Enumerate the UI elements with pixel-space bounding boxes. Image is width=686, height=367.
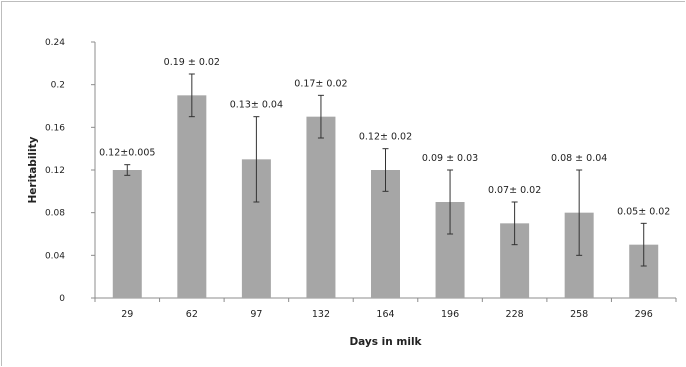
x-axis-title: Days in milk [349,336,422,348]
data-label: 0.05± 0.02 [617,206,670,217]
error-bar [382,148,389,192]
x-tick-label: 164 [376,309,394,320]
error-bar [447,169,454,235]
data-label: 0.07± 0.02 [488,185,541,196]
data-label: 0.13± 0.04 [230,100,283,111]
y-tick-label: 0.24 [45,38,65,48]
data-label: 0.17± 0.02 [294,78,347,89]
error-bar [576,169,583,256]
x-tick-label: 29 [121,309,133,320]
x-tick-label: 258 [570,309,588,320]
y-tick-label: 0 [59,294,65,304]
x-tick-label: 132 [312,309,330,320]
y-tick-label: 0.04 [45,251,65,261]
bar [112,170,142,298]
bar [306,116,336,299]
error-bar [317,94,324,139]
y-tick-label: 0.12 [45,166,65,176]
x-tick-label: 196 [441,309,459,320]
x-tick-label: 97 [250,309,262,320]
y-tick-label: 0.2 [51,81,65,91]
bar [177,95,207,298]
x-tick-label: 62 [186,309,198,320]
data-label: 0.08 ± 0.04 [551,153,607,164]
error-bars [124,73,647,267]
data-label: 0.12±0.005 [99,148,155,159]
bars [112,95,659,299]
error-bar [188,73,195,118]
data-label: 0.09 ± 0.03 [422,153,478,164]
error-bar [511,201,518,246]
x-tick-label: 228 [506,309,524,320]
error-bar [640,222,647,267]
error-bar [124,164,131,176]
x-tick-label: 296 [635,309,653,320]
data-label: 0.19 ± 0.02 [164,57,220,68]
y-axis-title: Heritability [27,136,39,203]
data-labels: 0.12±0.005 0.19 ± 0.02 0.13± 0.04 0.17± 0.0… [99,57,670,217]
data-label: 0.12± 0.02 [359,132,412,143]
y-tick-label: 0.16 [45,123,65,133]
y-tick-label: 0.08 [45,209,65,219]
error-bar [253,116,260,203]
